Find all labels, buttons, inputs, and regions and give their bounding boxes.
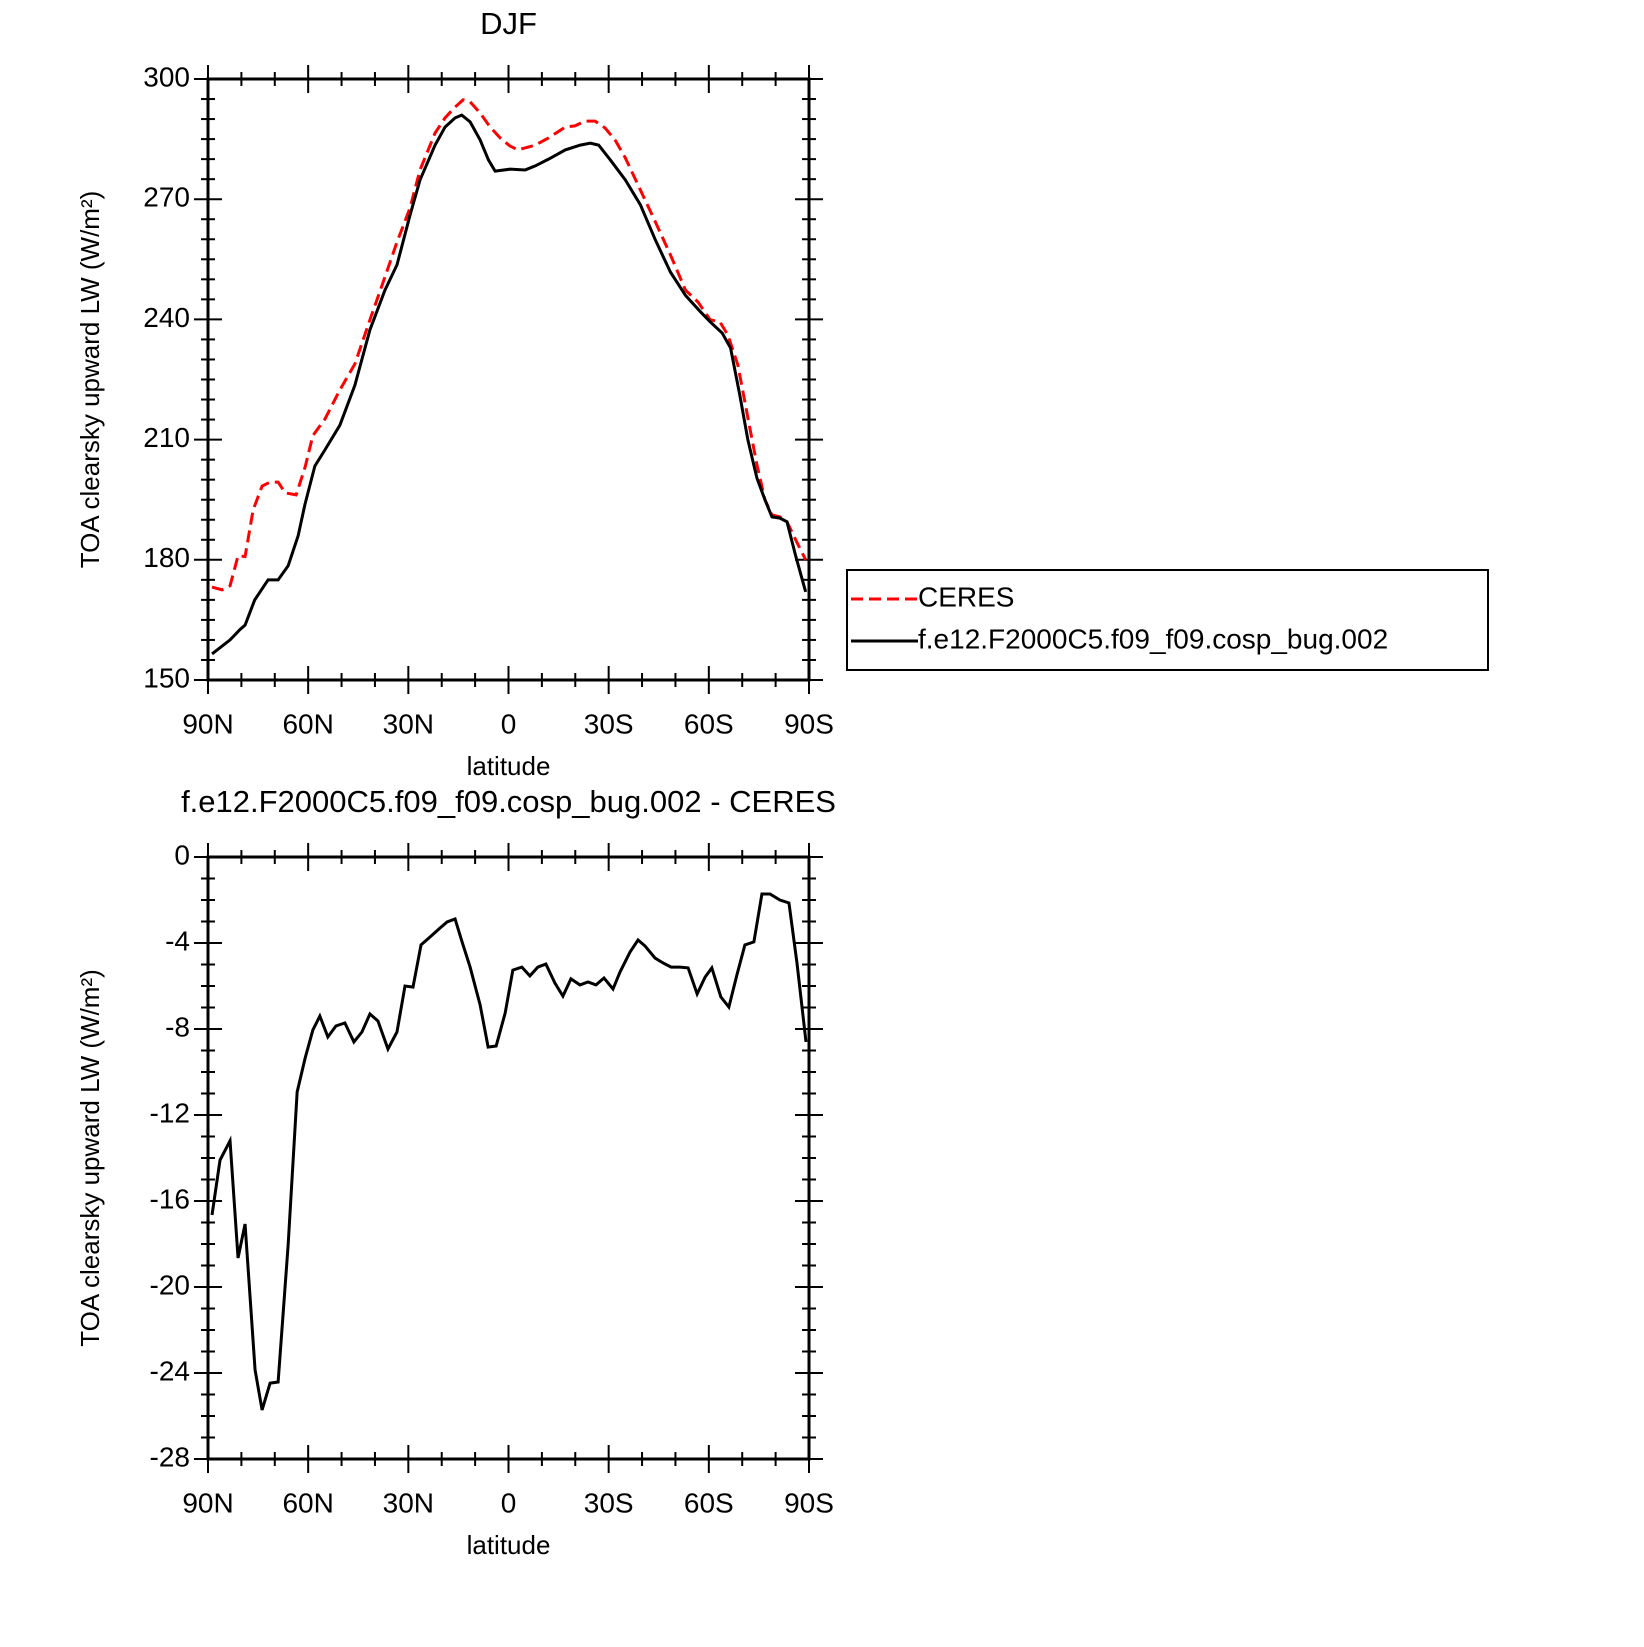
y-tick-label: -8 [165,1011,190,1042]
x-tick-label: 60N [282,1487,333,1518]
x-tick-label: 60N [282,708,333,739]
y-tick-label: 210 [143,422,190,453]
x-tick-label: 30N [383,1487,434,1518]
y-tick-label: -28 [150,1441,190,1472]
x-tick-label: 30N [383,708,434,739]
legend-label: CERES [918,581,1014,612]
x-tick-label: 90N [182,708,233,739]
data-line [211,98,808,592]
data-line [211,113,808,656]
plot-frame [206,855,811,1461]
x-tick-label: 90N [182,1487,233,1518]
x-tick-label: 60S [684,1487,734,1518]
y-axis-label: TOA clearsky upward LW (W/m²) [75,191,105,569]
y-tick-label: -12 [150,1097,190,1128]
y-tick-label: 0 [174,839,190,870]
y-tick-label: -16 [150,1183,190,1214]
x-tick-label: 30S [584,1487,634,1518]
y-tick-label: 270 [143,182,190,213]
chart-title: f.e12.F2000C5.f09_f09.cosp_bug.002 - CER… [181,784,836,819]
data-line [210,892,808,1411]
x-axis-label: latitude [467,751,551,781]
x-tick-label: 60S [684,708,734,739]
y-tick-label: 240 [143,302,190,333]
legend-label: f.e12.F2000C5.f09_f09.cosp_bug.002 [918,623,1388,654]
y-tick-label: -24 [150,1355,190,1386]
x-tick-label: 30S [584,708,634,739]
y-tick-label: 300 [143,61,190,92]
y-axis-label: TOA clearsky upward LW (W/m²) [75,969,105,1347]
x-tick-label: 0 [501,708,517,739]
y-tick-label: -20 [150,1269,190,1300]
x-tick-label: 90S [784,708,834,739]
x-tick-label: 90S [784,1487,834,1518]
x-axis-label: latitude [467,1530,551,1560]
y-tick-label: 180 [143,542,190,573]
y-tick-label: 150 [143,662,190,693]
legend-box [846,569,1489,671]
y-tick-label: -4 [165,925,190,956]
x-tick-label: 0 [501,1487,517,1518]
chart-title: DJF [480,6,537,41]
